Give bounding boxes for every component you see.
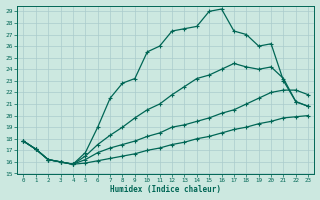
X-axis label: Humidex (Indice chaleur): Humidex (Indice chaleur) — [110, 185, 221, 194]
